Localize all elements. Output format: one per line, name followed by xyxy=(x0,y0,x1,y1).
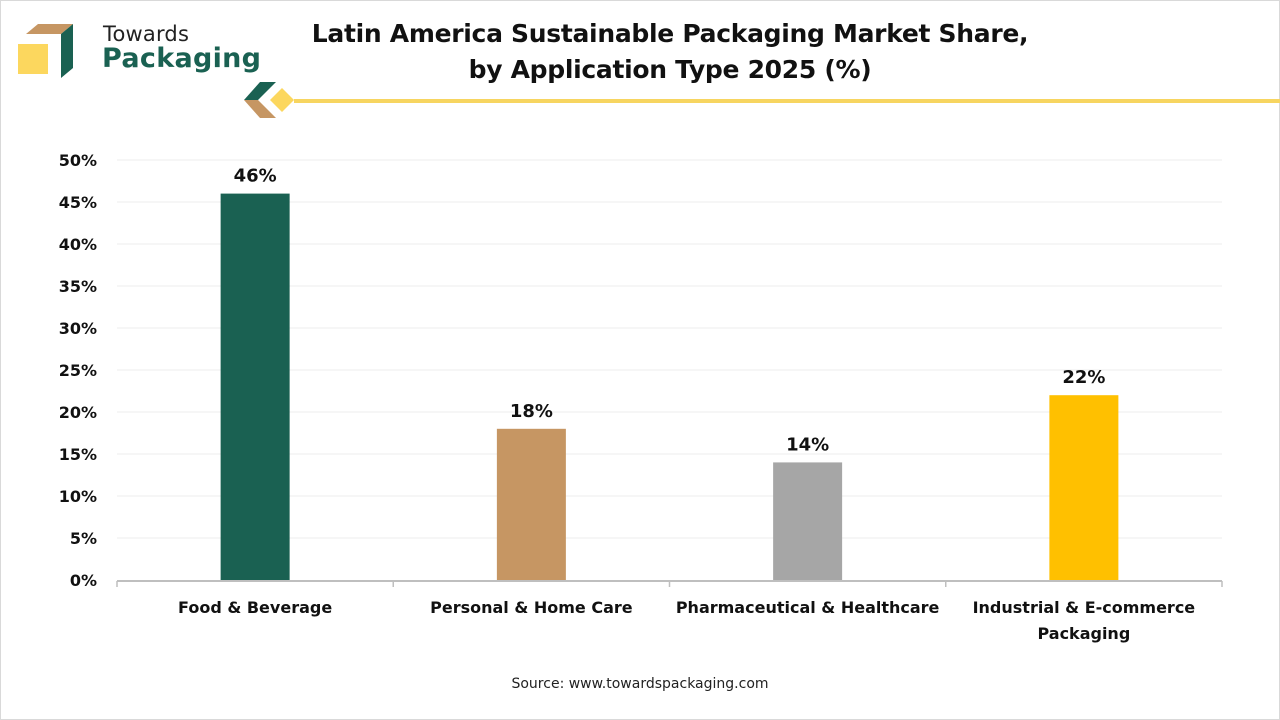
y-axis-tick-labels: 0% 5% 10% 15% 20% 25% 30% 35% 40% 45% 50% xyxy=(59,151,97,590)
data-label: 46% xyxy=(234,166,277,187)
y-tick-label: 35% xyxy=(59,277,97,296)
data-labels: 46% 18% 14% 22% xyxy=(234,166,1106,456)
y-tick-label: 20% xyxy=(59,403,97,422)
chart-title: Latin America Sustainable Packaging Mark… xyxy=(300,16,1040,88)
gridlines xyxy=(117,159,1222,539)
title-decoration xyxy=(244,82,1280,118)
deco-diamond-yellow xyxy=(270,88,294,112)
logo-text-towards: Towards xyxy=(103,22,190,46)
bar xyxy=(220,193,290,580)
data-label: 18% xyxy=(510,401,553,422)
bars xyxy=(220,193,1119,580)
y-tick-label: 50% xyxy=(59,151,97,170)
x-category-label: Personal & Home Care xyxy=(430,598,633,617)
deco-chevron-tan xyxy=(244,100,276,118)
towards-packaging-logo: Towards Packaging xyxy=(18,22,261,82)
y-tick-label: 15% xyxy=(59,445,97,464)
deco-chevron-green xyxy=(244,82,276,100)
bar xyxy=(1049,395,1119,580)
y-tick-label: 30% xyxy=(59,319,97,338)
logo-text-packaging: Packaging xyxy=(102,43,262,74)
deco-accent-line xyxy=(294,99,1280,103)
data-label: 14% xyxy=(786,434,829,455)
y-tick-label: 25% xyxy=(59,361,97,380)
x-category-label: Pharmaceutical & Healthcare xyxy=(676,598,940,617)
box-logo-icon xyxy=(18,24,73,78)
y-tick-label: 40% xyxy=(59,235,97,254)
y-tick-label: 0% xyxy=(70,571,97,590)
data-label: 22% xyxy=(1062,367,1105,388)
chart-title-line-1: Latin America Sustainable Packaging Mark… xyxy=(311,19,1029,48)
x-category-label: Packaging xyxy=(1037,624,1130,643)
x-axis xyxy=(116,580,1223,587)
y-tick-label: 5% xyxy=(70,529,97,548)
bar xyxy=(773,462,843,580)
x-category-label: Food & Beverage xyxy=(178,598,332,617)
source-note: Source: www.towardspackaging.com xyxy=(511,676,769,692)
y-tick-label: 10% xyxy=(59,487,97,506)
y-tick-label: 45% xyxy=(59,193,97,212)
x-axis-category-labels: Food & Beverage Personal & Home Care Pharm… xyxy=(178,598,1195,643)
bar xyxy=(496,428,566,580)
chart-title-line-2: by Application Type 2025 (%) xyxy=(468,55,872,84)
x-category-label: Industrial & E-commerce xyxy=(973,598,1196,617)
